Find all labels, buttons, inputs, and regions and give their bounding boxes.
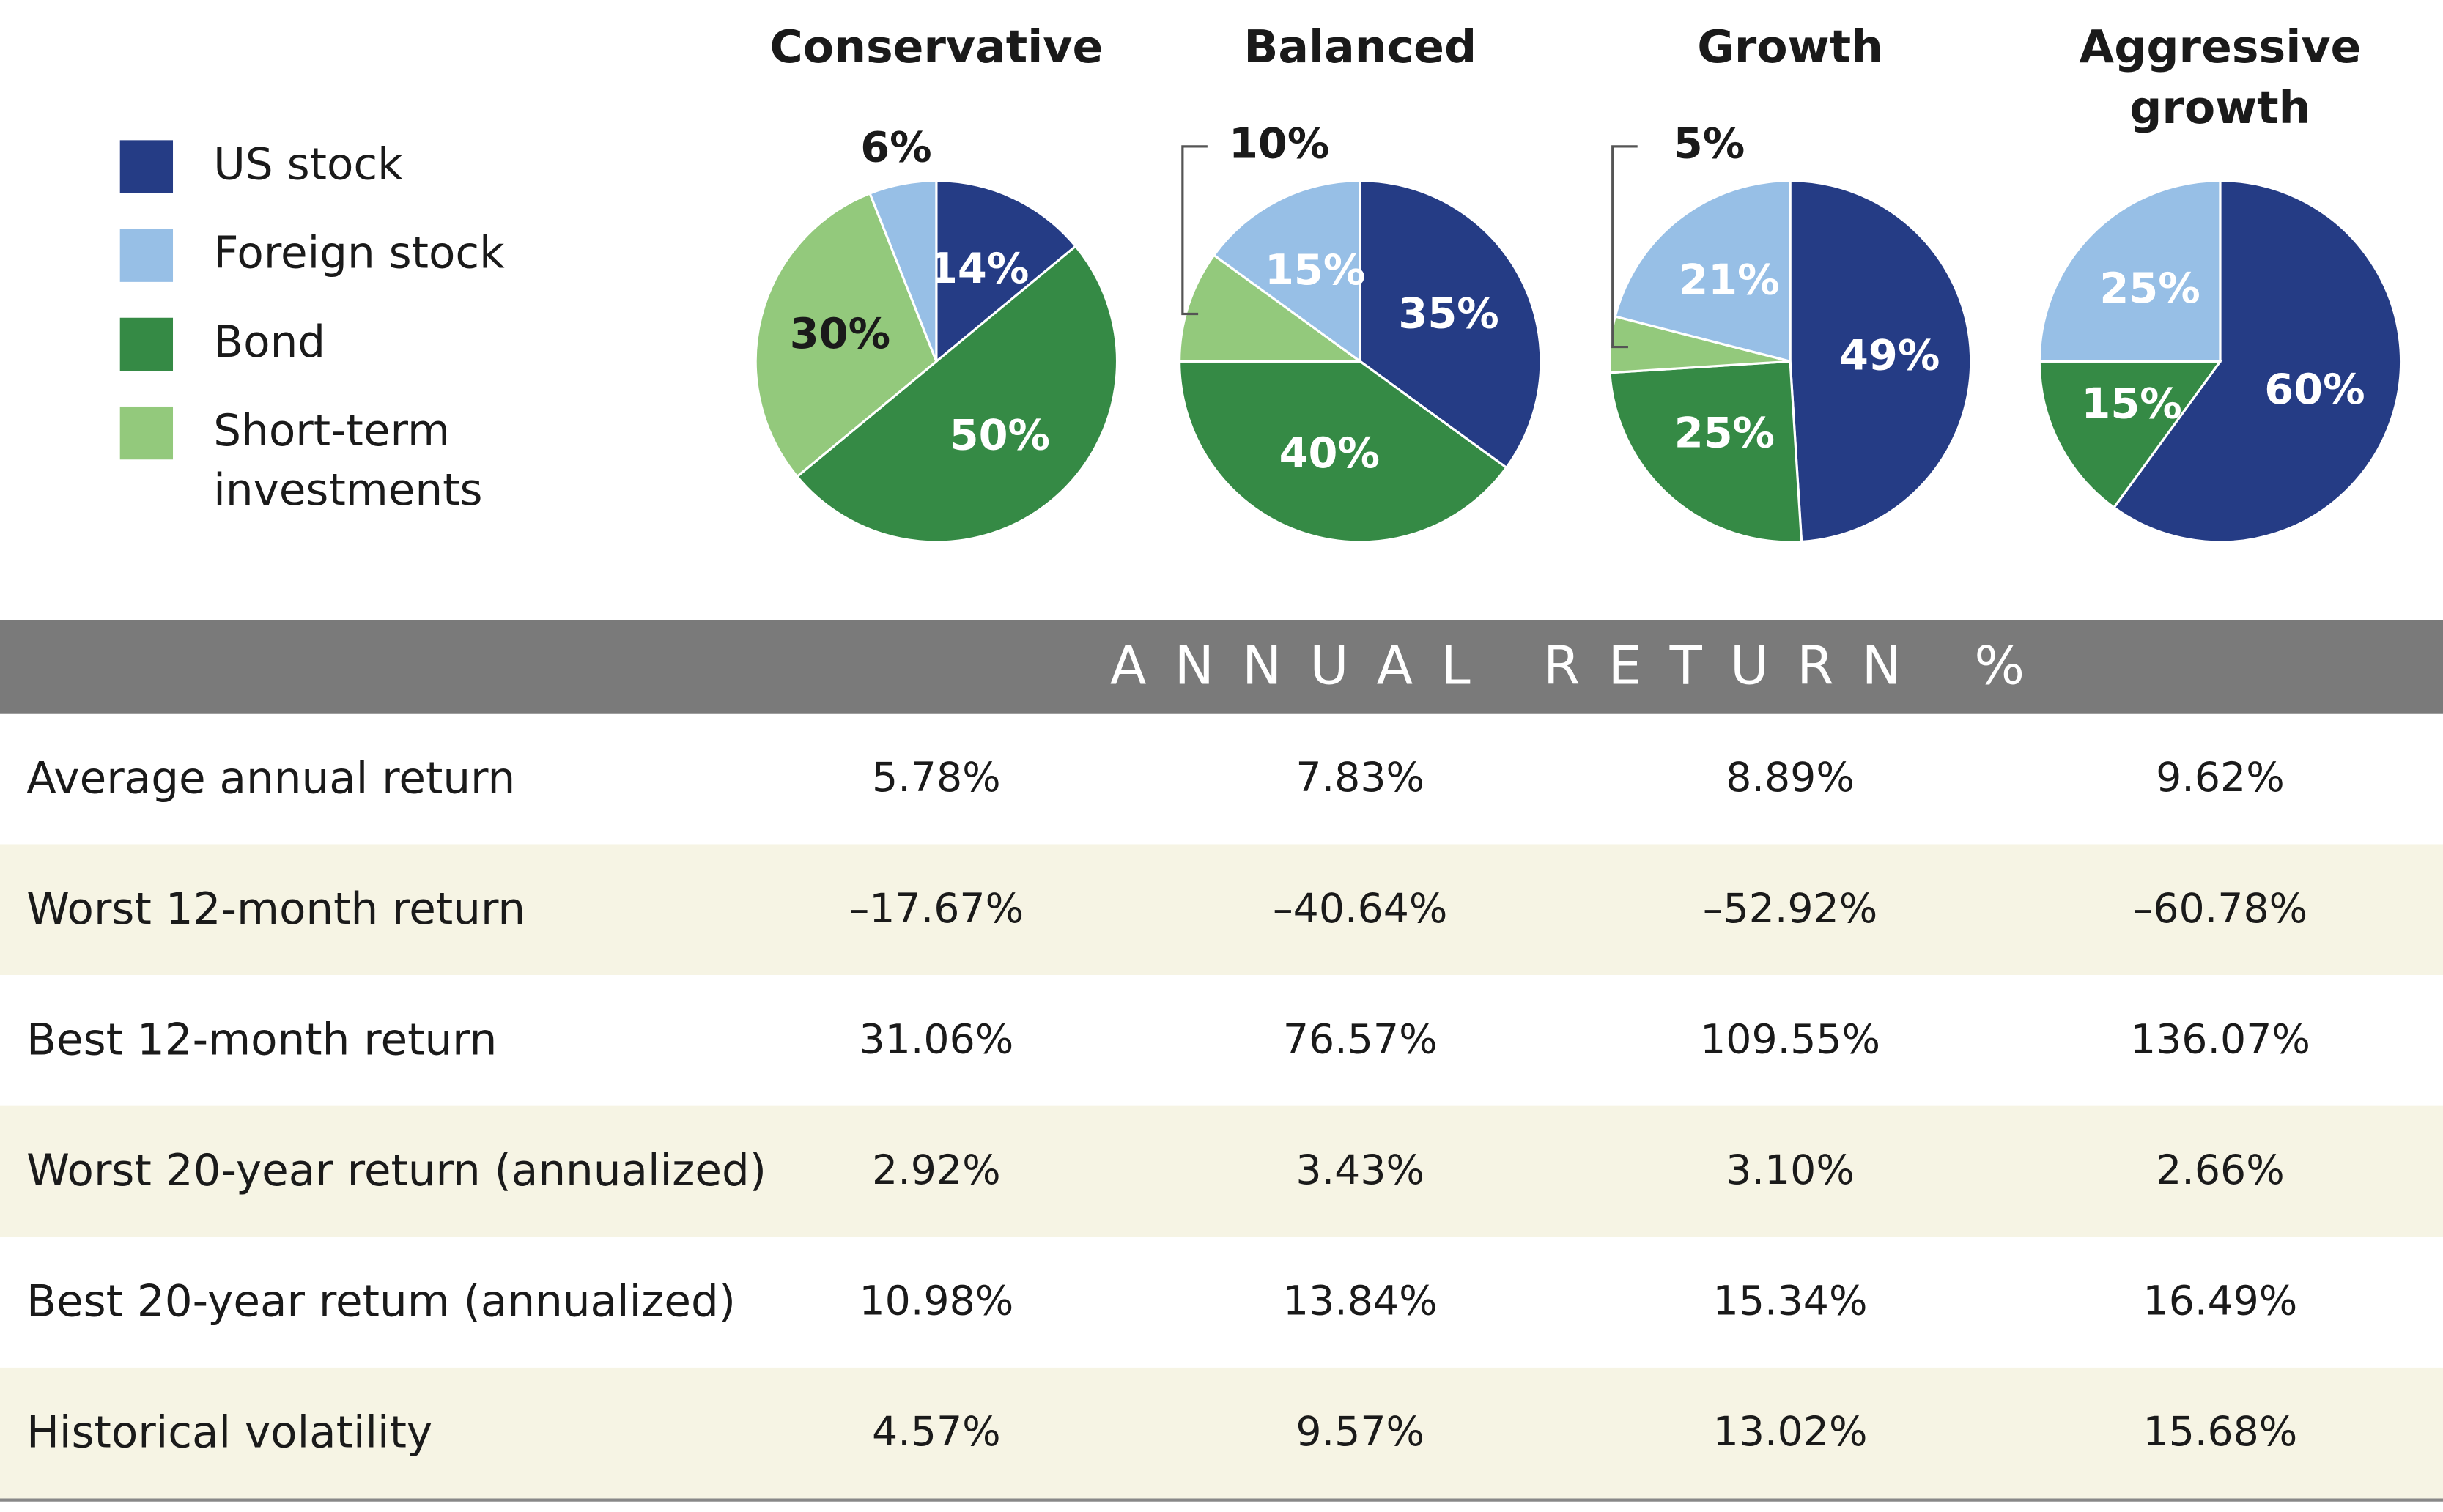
- pie-slice: [2038, 360, 2223, 510]
- leader-line: [1181, 145, 1208, 316]
- table-cell: 7.83%: [1296, 755, 1425, 803]
- table-cell: 136.07%: [2129, 1017, 2310, 1064]
- slice-label: 35%: [1398, 289, 1498, 338]
- row-label: Worst 20-year return (annualized): [26, 1144, 766, 1196]
- table-cell: 15.68%: [2143, 1409, 2298, 1457]
- row-label: Best 12-month return: [26, 1014, 498, 1066]
- pie-area: 14% 50% 30% 6% 35% 40% 10% 15% 49% 25% 5% 21% 60% 15%…: [754, 119, 2403, 544]
- pie-slice: [868, 179, 938, 362]
- legend-swatch: [119, 406, 174, 460]
- slice-label: 6%: [860, 123, 931, 172]
- table-cell: –60.78%: [2132, 886, 2308, 933]
- legend-label: US stock: [213, 138, 403, 190]
- table-cell: 4.57%: [872, 1409, 1001, 1457]
- pie-slice: [1212, 179, 1361, 364]
- table-cell: 3.10%: [1726, 1148, 1855, 1195]
- pie-slice: [2112, 179, 2403, 544]
- row-label: Average annual return: [26, 752, 516, 804]
- row-label: Historical volatility: [26, 1407, 433, 1459]
- slice-label: 25%: [1674, 409, 1775, 458]
- table-cell: 16.49%: [2143, 1278, 2298, 1326]
- table-row: Historical volatility 4.57% 9.57% 13.02% 15.…: [0, 1367, 2443, 1499]
- table-cell: –52.92%: [1702, 886, 1878, 933]
- table-cell: –40.64%: [1273, 886, 1448, 933]
- slice-label: 5%: [1674, 119, 1745, 168]
- pie-slice: [1608, 360, 1803, 544]
- table-cell: 9.62%: [2156, 755, 2285, 803]
- row-label: Worst 12-month return: [26, 883, 526, 935]
- pie-slice: [1614, 179, 1792, 363]
- slice-label: 15%: [2081, 379, 2181, 429]
- table-row: Average annual return 5.78% 7.83% 8.89% 9.62…: [0, 713, 2443, 845]
- slice-label: 10%: [1229, 119, 1329, 168]
- slice-label: 25%: [2099, 264, 2200, 313]
- table-bottom-rule: [0, 1498, 2443, 1502]
- table-cell: 15.34%: [1712, 1278, 1868, 1326]
- legend-label: Bond: [213, 316, 326, 368]
- table-cell: 109.55%: [1700, 1017, 1881, 1064]
- slice-label: 49%: [1839, 331, 1940, 380]
- slice-label: 14%: [928, 244, 1029, 293]
- pie-slice: [1178, 253, 1364, 363]
- pie-slice: [1789, 179, 1973, 544]
- table-cell: 76.57%: [1282, 1017, 1438, 1064]
- table-cell: 9.57%: [1296, 1409, 1425, 1457]
- table-row: Best 12-month return 31.06% 76.57% 109.55% 1…: [0, 975, 2443, 1106]
- pie-title: Balanced: [1243, 20, 1477, 73]
- table-cell: 2.92%: [872, 1148, 1001, 1195]
- pie-slice: [1178, 360, 1509, 544]
- legend-swatch: [119, 317, 174, 371]
- slice-label: 50%: [950, 410, 1050, 459]
- table-header: ANNUAL RETURN %: [1110, 635, 2053, 698]
- table-cell: 31.06%: [859, 1017, 1014, 1064]
- slice-label: 21%: [1679, 256, 1779, 305]
- pie-slice: [2038, 179, 2222, 363]
- slice-label: 60%: [2264, 365, 2365, 414]
- pie-title: Growth: [1697, 20, 1883, 73]
- pie-title: Aggressive growth: [2079, 20, 2362, 134]
- table-cell: 8.89%: [1726, 755, 1855, 803]
- slice-label: 15%: [1265, 245, 1365, 294]
- table-cell: 5.78%: [872, 755, 1001, 803]
- table-cell: –17.67%: [849, 886, 1024, 933]
- pie-title: Conservative: [769, 20, 1104, 73]
- table-cell: 13.84%: [1282, 1278, 1438, 1326]
- table-row: Worst 20-year return (annualized) 2.92% 3.…: [0, 1105, 2443, 1237]
- table-cell: 10.98%: [859, 1278, 1014, 1326]
- table-row: Best 20-year retum (annualized) 10.98% 13.…: [0, 1237, 2443, 1368]
- pie-slice: [754, 191, 938, 478]
- table-cell: 3.43%: [1296, 1148, 1425, 1195]
- pie-slice: [935, 179, 1078, 364]
- table-cell: 13.02%: [1712, 1409, 1868, 1457]
- pie-slice: [795, 244, 1119, 544]
- table-row: Worst 12-month return –17.67% –40.64% –52.9…: [0, 844, 2443, 976]
- row-label: Best 20-year retum (annualized): [26, 1275, 736, 1327]
- slice-label: 30%: [790, 309, 890, 358]
- leader-line: [1611, 145, 1638, 349]
- slice-label: 40%: [1279, 429, 1380, 478]
- table-header-bar: ANNUAL RETURN %: [0, 620, 2443, 714]
- legend-swatch: [119, 140, 174, 193]
- pie-slice: [1359, 179, 1542, 470]
- legend-label: Short-term investments: [213, 404, 483, 516]
- legend-swatch: [119, 229, 174, 282]
- legend-label: Foreign stock: [213, 227, 505, 279]
- table-cell: 2.66%: [2156, 1148, 2285, 1195]
